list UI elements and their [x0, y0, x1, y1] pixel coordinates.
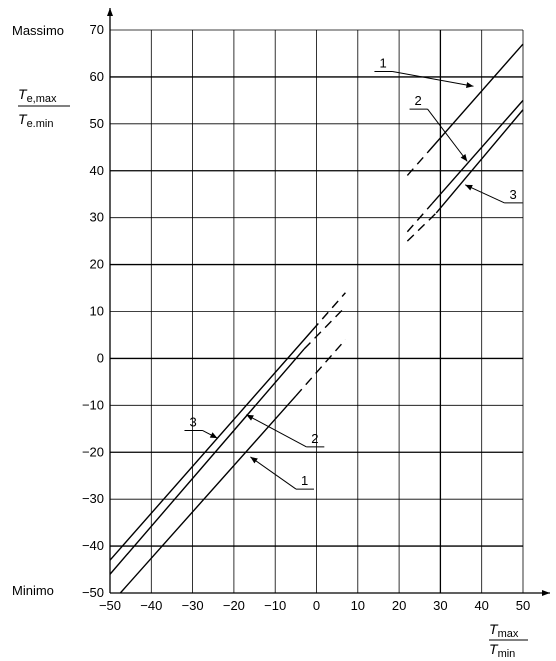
annotation-label: 3 [510, 187, 517, 202]
annotation-label: 2 [415, 93, 422, 108]
series-1-min-solid [119, 395, 297, 594]
x-tick-label: −50 [99, 598, 121, 613]
chart-axes [107, 8, 550, 596]
x-label-numerator-sub: max [498, 628, 519, 640]
chart-tick-labels: −50 −40 −30 −20 −10 0 10 20 30 40 50−50−40−30−20−1… [82, 22, 530, 613]
chart-annotations: 1 2 3 1 2 3 [184, 56, 523, 490]
annotation-arrow [250, 456, 258, 464]
y-tick-label: 70 [90, 22, 104, 37]
annotation-leader [250, 456, 297, 490]
y-tick-label: 10 [90, 304, 104, 319]
y-tick-label: 20 [90, 257, 104, 272]
x-axis-arrow [542, 590, 550, 596]
y-label-numerator-sub: e,max [27, 93, 57, 105]
annotation-arrow [246, 414, 254, 421]
y-tick-label: 0 [97, 350, 104, 365]
y-label-denominator-sub: e.min [27, 118, 54, 130]
y-top-label: Massimo [12, 23, 64, 38]
annotation-leader [464, 184, 505, 204]
annotation-leader [246, 414, 307, 448]
series-2-min-dashed [303, 306, 346, 350]
x-tick-label: −10 [264, 598, 286, 613]
y-bottom-label: Minimo [12, 583, 54, 598]
x-tick-label: 0 [313, 598, 320, 613]
y-axis-arrow [107, 8, 113, 16]
annotation-arrow [460, 153, 468, 162]
chart-series [109, 43, 524, 594]
x-tick-label: −40 [140, 598, 162, 613]
series-3-min-dashed [311, 292, 346, 331]
x-label-denominator-sub: min [498, 648, 516, 660]
annotation-label: 1 [301, 473, 308, 488]
series-3-max-dashed [406, 212, 437, 242]
x-axis-label: Tmax Tmin [489, 621, 528, 660]
y-tick-label: −20 [82, 444, 104, 459]
series-1-max-solid [427, 43, 524, 153]
series-2-max-dashed [406, 203, 433, 233]
annotation-label: 1 [379, 56, 386, 71]
annotation-label: 3 [189, 414, 196, 429]
y-tick-label: 50 [90, 116, 104, 131]
y-label-denominator-main: T [18, 111, 28, 127]
y-tick-label: −30 [82, 491, 104, 506]
y-tick-label: −40 [82, 538, 104, 553]
y-label-numerator-main: T [18, 86, 28, 102]
x-tick-label: 40 [474, 598, 488, 613]
series-2-min-solid [109, 348, 305, 575]
y-tick-label: 30 [90, 210, 104, 225]
svg-text:Te.min: Te.min [18, 111, 53, 130]
y-tick-label: 40 [90, 163, 104, 178]
y-tick-label: −50 [82, 585, 104, 600]
x-tick-label: −30 [182, 598, 204, 613]
x-tick-label: −20 [223, 598, 245, 613]
annotation-leader [392, 71, 474, 87]
svg-text:Tmin: Tmin [489, 641, 515, 660]
x-tick-label: 20 [392, 598, 406, 613]
svg-text:Te,max: Te,max [18, 86, 57, 105]
x-tick-label: 10 [351, 598, 365, 613]
x-label-denominator-main: T [489, 641, 499, 657]
series-1-min-dashed [295, 339, 346, 397]
annotation-arrow [466, 82, 474, 88]
y-axis-label: Te,max Te.min [18, 86, 70, 130]
series-3-max-solid [435, 109, 524, 214]
y-tick-label: 60 [90, 69, 104, 84]
annotation-label: 2 [311, 431, 318, 446]
x-label-numerator-main: T [489, 621, 499, 637]
series-2-max-solid [431, 99, 524, 205]
y-tick-label: −10 [82, 397, 104, 412]
annotation-arrow [209, 432, 218, 439]
svg-text:Tmax: Tmax [489, 621, 519, 640]
x-tick-label: 30 [433, 598, 447, 613]
series-3-min-solid [109, 329, 313, 561]
x-tick-label: 50 [516, 598, 530, 613]
annotation-leader [427, 108, 468, 162]
annotation-arrow [465, 184, 473, 191]
series-1-max-dashed [406, 151, 429, 176]
